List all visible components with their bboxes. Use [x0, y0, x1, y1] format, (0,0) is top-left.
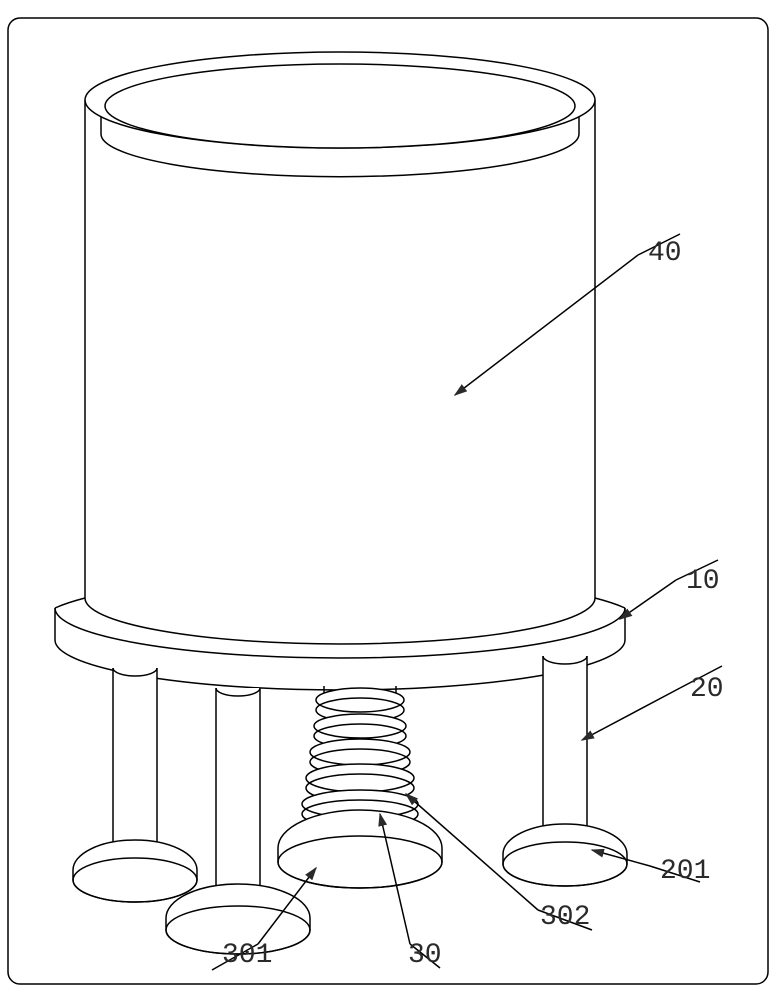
label-40: 40	[455, 234, 682, 395]
label-20-text: 20	[690, 674, 724, 705]
leg-front-left	[166, 688, 310, 954]
label-20: 20	[582, 666, 724, 740]
spring-coils	[302, 688, 418, 828]
label-302-text: 302	[540, 902, 590, 933]
label-30-text: 30	[408, 940, 442, 971]
leg-back-left	[73, 668, 197, 902]
label-10-text: 10	[686, 566, 720, 597]
label-40-text: 40	[648, 238, 682, 269]
label-10: 10	[620, 560, 720, 619]
technical-diagram: 40 10 20 201 302 30	[0, 0, 777, 1000]
leg-right	[503, 656, 627, 886]
spring-foot	[278, 810, 442, 888]
label-201-text: 201	[660, 856, 710, 887]
cylinder-body	[85, 52, 595, 644]
spring-leg	[278, 686, 442, 888]
label-301-text: 301	[222, 940, 272, 971]
